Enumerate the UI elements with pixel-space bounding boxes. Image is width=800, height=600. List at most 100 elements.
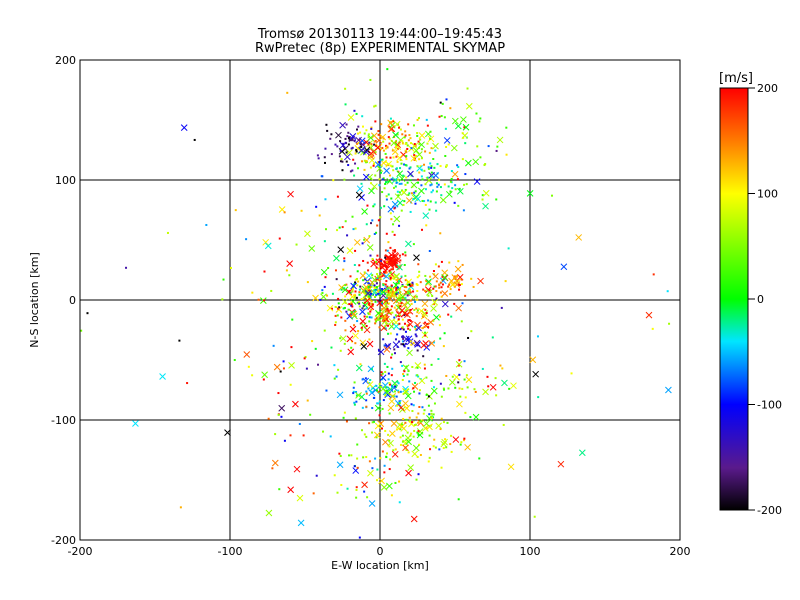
data-point <box>385 271 388 274</box>
data-point <box>377 161 380 164</box>
data-point <box>387 324 390 327</box>
data-point <box>449 443 452 446</box>
data-point <box>383 471 386 474</box>
data-point <box>449 293 452 296</box>
data-point-x <box>363 146 371 154</box>
data-point <box>323 285 326 288</box>
data-point-x <box>356 185 364 193</box>
data-point <box>408 192 411 195</box>
data-point <box>462 439 465 442</box>
data-point <box>433 303 436 306</box>
data-point <box>397 178 400 181</box>
data-point-x <box>361 301 369 309</box>
data-point-x <box>405 438 412 446</box>
data-point-x <box>353 239 361 246</box>
data-point <box>393 306 396 309</box>
data-point <box>551 194 554 197</box>
data-point <box>536 335 539 338</box>
data-point <box>356 132 359 135</box>
data-point-x <box>482 388 489 396</box>
data-point <box>365 223 368 226</box>
data-point <box>357 125 360 128</box>
data-point <box>350 139 353 142</box>
data-point <box>401 142 404 145</box>
data-point <box>385 268 388 271</box>
data-point <box>374 300 377 303</box>
data-point <box>334 305 337 308</box>
data-point <box>407 319 410 322</box>
data-point-x <box>224 429 231 436</box>
data-point <box>500 306 503 309</box>
data-point <box>484 163 487 166</box>
data-point <box>355 277 358 280</box>
grid-lines <box>79 59 681 541</box>
data-point <box>363 168 366 171</box>
data-point-x <box>402 364 410 372</box>
y-tick-label: 0 <box>69 294 76 307</box>
data-point <box>429 415 432 418</box>
data-point-x <box>428 172 436 179</box>
data-point-x <box>396 263 403 271</box>
data-point <box>434 263 437 266</box>
data-point <box>398 400 401 403</box>
data-point <box>351 305 354 308</box>
data-point <box>433 166 436 169</box>
data-point-x <box>377 348 385 356</box>
data-point-x <box>367 134 375 142</box>
data-point <box>444 438 447 441</box>
data-point <box>382 149 385 152</box>
data-point <box>323 240 326 243</box>
data-point-x <box>346 149 353 156</box>
data-point <box>277 413 280 416</box>
data-point-x <box>465 102 473 110</box>
data-point <box>418 270 421 273</box>
data-point <box>380 301 383 304</box>
data-point <box>405 151 408 154</box>
data-point-x <box>338 148 346 155</box>
data-point-x <box>402 400 409 407</box>
x-tick-label: -100 <box>218 545 243 558</box>
data-point <box>415 416 418 419</box>
data-point-x <box>496 136 504 144</box>
data-point <box>413 429 416 432</box>
data-point <box>456 275 459 278</box>
data-point-x <box>387 261 395 269</box>
data-point <box>389 259 392 262</box>
data-point <box>368 235 371 238</box>
data-point <box>334 323 337 326</box>
data-point <box>385 344 388 347</box>
data-point <box>353 294 356 297</box>
data-point <box>344 87 347 90</box>
data-point <box>481 198 484 201</box>
data-point <box>419 281 422 284</box>
data-point-x <box>265 509 273 517</box>
data-point <box>465 183 468 186</box>
data-point <box>418 274 421 277</box>
data-point <box>406 181 409 184</box>
data-point <box>367 387 370 390</box>
data-point <box>416 132 419 135</box>
data-points <box>80 68 672 539</box>
data-point <box>389 246 392 249</box>
data-point <box>80 329 83 332</box>
data-point <box>457 381 460 384</box>
data-point <box>361 125 364 128</box>
data-point <box>404 130 407 133</box>
data-point <box>338 452 341 455</box>
data-point <box>351 215 354 218</box>
data-point <box>379 135 382 138</box>
data-point <box>470 330 473 333</box>
data-point-x <box>326 304 334 312</box>
data-point <box>463 183 466 186</box>
data-point <box>423 325 426 328</box>
data-point <box>407 327 410 330</box>
data-point <box>460 283 463 286</box>
data-point-x <box>393 215 401 223</box>
data-point <box>416 311 419 314</box>
data-point <box>355 486 358 489</box>
data-point <box>419 420 422 423</box>
data-point-x <box>359 317 367 325</box>
data-point <box>358 301 361 304</box>
data-point <box>420 184 423 187</box>
data-point <box>425 118 428 121</box>
